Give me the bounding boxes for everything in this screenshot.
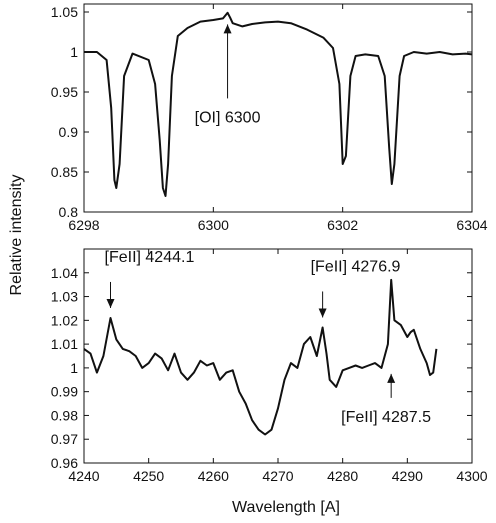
y-tick-label: 0.8: [59, 204, 79, 220]
y-axis-label: Relative intensity: [8, 175, 25, 296]
annotation-label: [FeII] 4287.5: [341, 409, 431, 426]
y-tick-label: 1.01: [51, 336, 78, 352]
x-tick-label: 4260: [198, 468, 229, 484]
x-tick-label: 4280: [327, 468, 358, 484]
y-tick-label: 1.03: [51, 289, 78, 305]
plot-frame: [83, 248, 473, 464]
y-tick-label: 0.98: [51, 407, 78, 423]
y-tick-label: 0.96: [51, 455, 78, 471]
x-tick-label: 4290: [392, 468, 423, 484]
x-tick-label: 4250: [133, 468, 164, 484]
annotation-label: [FeII] 4244.1: [105, 249, 195, 266]
spectrum-line: [84, 11, 473, 197]
x-axis-label: Wavelength [A]: [232, 499, 340, 516]
x-tick-label: 6304: [456, 217, 487, 233]
x-tick-label: 6300: [198, 217, 229, 233]
annotation-arrowhead: [106, 298, 115, 308]
x-tick-label: 4270: [262, 468, 293, 484]
y-tick-label: 1.02: [51, 312, 78, 328]
panel-oi-6300: 6298 6300 6302 6304 0.8 0.85 0.9 0.95 1 1.05 [OI] …: [51, 3, 488, 233]
annotation-label: [OI] 6300: [195, 109, 261, 126]
annotation-label: [FeII] 4276.9: [311, 258, 401, 275]
y-tick-label: 1: [70, 360, 78, 376]
panel-feii: 4240 4250 4260 4270 4280 4290 4300 0.96 0.97 0.98…: [51, 248, 488, 484]
y-tick-label: 0.99: [51, 384, 78, 400]
annotation-arrowhead: [223, 24, 232, 34]
x-tick-label: 6302: [327, 217, 358, 233]
y-tick-label: 1.04: [51, 265, 78, 281]
y-tick-label: 1.05: [51, 4, 78, 20]
y-tick-label: 0.85: [51, 164, 78, 180]
annotation-arrowhead: [318, 308, 327, 318]
y-tick-label: 0.95: [51, 84, 78, 100]
y-tick-label: 0.97: [51, 431, 78, 447]
x-tick-label: 4240: [68, 468, 99, 484]
y-tick-label: 1: [70, 44, 78, 60]
plot-frame: [83, 3, 473, 213]
spectrum-line: [83, 278, 438, 436]
x-tick-label: 6298: [68, 217, 99, 233]
y-tick-label: 0.9: [59, 124, 79, 140]
annotation-arrowhead: [387, 373, 396, 383]
x-tick-label: 4300: [456, 468, 487, 484]
